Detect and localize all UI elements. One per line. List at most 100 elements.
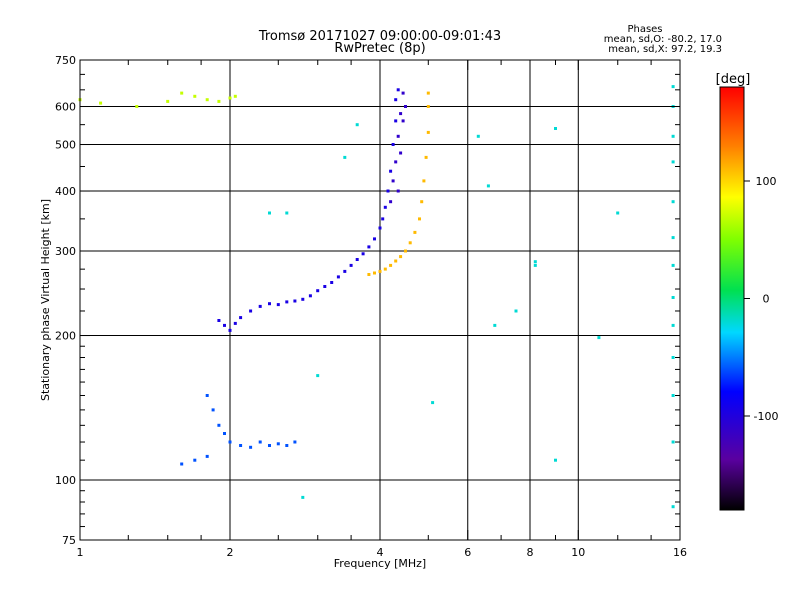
data-point [217,319,221,322]
data-point [391,143,395,146]
data-point [343,155,347,159]
data-point [268,444,271,447]
y-axis-label: Stationary phase Virtual Height [km] [39,199,52,401]
colorbar-label: [deg] [716,72,751,87]
data-point [394,98,398,102]
data-point [671,236,675,240]
data-point [671,200,675,204]
x-tick-label: 2 [227,546,234,559]
data-point [486,184,490,188]
data-point [431,401,435,405]
data-point [401,91,405,95]
data-point [285,211,289,215]
data-point [426,91,430,95]
data-point [193,458,197,462]
data-point [301,297,305,301]
colorbar-tick-label: -100 [754,410,779,423]
data-point [671,160,675,164]
x-axis: 1 2 4 6 8 10 16 [77,60,687,559]
data-point [533,263,537,267]
data-point [205,394,209,397]
data-point [276,442,280,446]
data-point [671,323,675,327]
data-point [514,309,518,313]
data-point [378,226,382,230]
data-point [228,440,232,444]
data-point [389,169,393,173]
data-point [383,267,387,271]
data-point [180,462,184,466]
data-point [671,85,675,89]
data-point [533,260,537,264]
data-point [330,281,334,284]
data-point [276,303,280,307]
y-tick-label: 500 [55,139,76,152]
data-point [223,432,226,435]
x-tick-label: 10 [571,546,585,559]
y-tick-label: 600 [55,101,76,114]
data-point [239,444,243,447]
data-point [367,245,371,249]
data-point [476,134,480,138]
data-point [228,328,232,332]
data-point [394,119,398,123]
data-point [616,211,620,215]
data-point [367,273,371,276]
data-point [373,271,376,275]
y-tick-label: 200 [55,330,76,343]
data-point [554,458,557,462]
data-point [399,255,403,259]
data-point [671,134,675,138]
data-point [404,249,407,253]
data-point [268,302,271,306]
data-point [361,252,365,256]
data-point [671,505,675,509]
stats-line-x: mean, sd,X: 97.2, 19.3 [608,44,722,55]
colorbar-tick-label: 100 [756,175,777,188]
data-point [394,160,398,164]
data-point [99,101,103,105]
x-tick-label: 16 [673,546,687,559]
data-point [378,269,382,273]
data-point [404,105,407,108]
chart-subtitle: RwPretec (8p) [334,41,425,56]
data-point [671,263,675,267]
data-point [293,299,297,303]
data-point [386,189,390,193]
data-point [389,263,393,267]
y-axis: 75 100 200 300 400 500 600 750 [55,54,680,547]
data-point [671,356,675,359]
data-point [308,294,312,298]
x-tick-label: 1 [77,546,84,559]
data-point [316,374,320,378]
data-point [408,241,412,245]
data-point [336,275,340,279]
data-point [426,105,430,108]
x-tick-label: 8 [527,546,534,559]
data-point [223,323,226,327]
data-point [217,99,221,103]
data-point [285,300,289,304]
stats-heading: Phases [627,24,662,35]
data-point [249,309,253,313]
data-point [349,263,353,267]
x-tick-label: 6 [464,546,471,559]
data-point [217,423,221,427]
data-point [355,123,359,127]
data-point [180,91,184,95]
data-point [394,259,398,263]
data-point [228,96,232,100]
data-point [671,440,675,444]
data-point [424,155,428,159]
x-tick-label: 4 [377,546,384,559]
data-point [671,394,675,397]
data-point [396,189,400,193]
data-point [401,119,405,123]
data-point [323,285,327,288]
data-point [396,134,400,138]
y-tick-label: 750 [55,54,76,67]
data-point [373,237,376,241]
chart-title: Tromsø 20171027 09:00:00-09:01:43 [258,29,501,44]
